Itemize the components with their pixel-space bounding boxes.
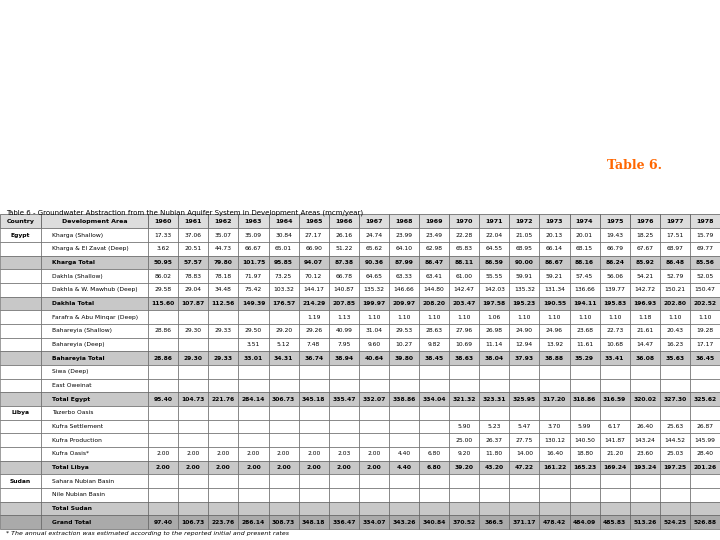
Text: * The annual extraction was estimated according to the reported initial and pres: * The annual extraction was estimated ac… bbox=[6, 531, 289, 536]
Text: in 1998, is about 1376 mcm, of which 683 mcm in Egypt, 286 mcm in Libya: in 1998, is about 1376 mcm, of which 683… bbox=[9, 38, 537, 51]
Text: development areas from the Nubian Aquifer System is indicated in: development areas from the Nubian Aquife… bbox=[9, 159, 482, 172]
Text: Table 6.: Table 6. bbox=[607, 159, 662, 172]
Text: Table 6 - Groundwater Abstraction from the Nubian Aquifer System in Development : Table 6 - Groundwater Abstraction from t… bbox=[6, 210, 363, 216]
Text: The total extraction from the Nubian Aquifer System within the study area: The total extraction from the Nubian Aqu… bbox=[9, 8, 534, 21]
Text: further south. Historical groundwater extraction in the different: further south. Historical groundwater ex… bbox=[9, 129, 463, 142]
Text: and 407 mcm in Sudan.  In Sudan, the figure includes extraction east of the: and 407 mcm in Sudan. In Sudan, the figu… bbox=[9, 69, 544, 82]
Text: study area i.e. east of The  iNile River in Dongola area and may be even: study area i.e. east of The iNile River … bbox=[9, 99, 510, 112]
